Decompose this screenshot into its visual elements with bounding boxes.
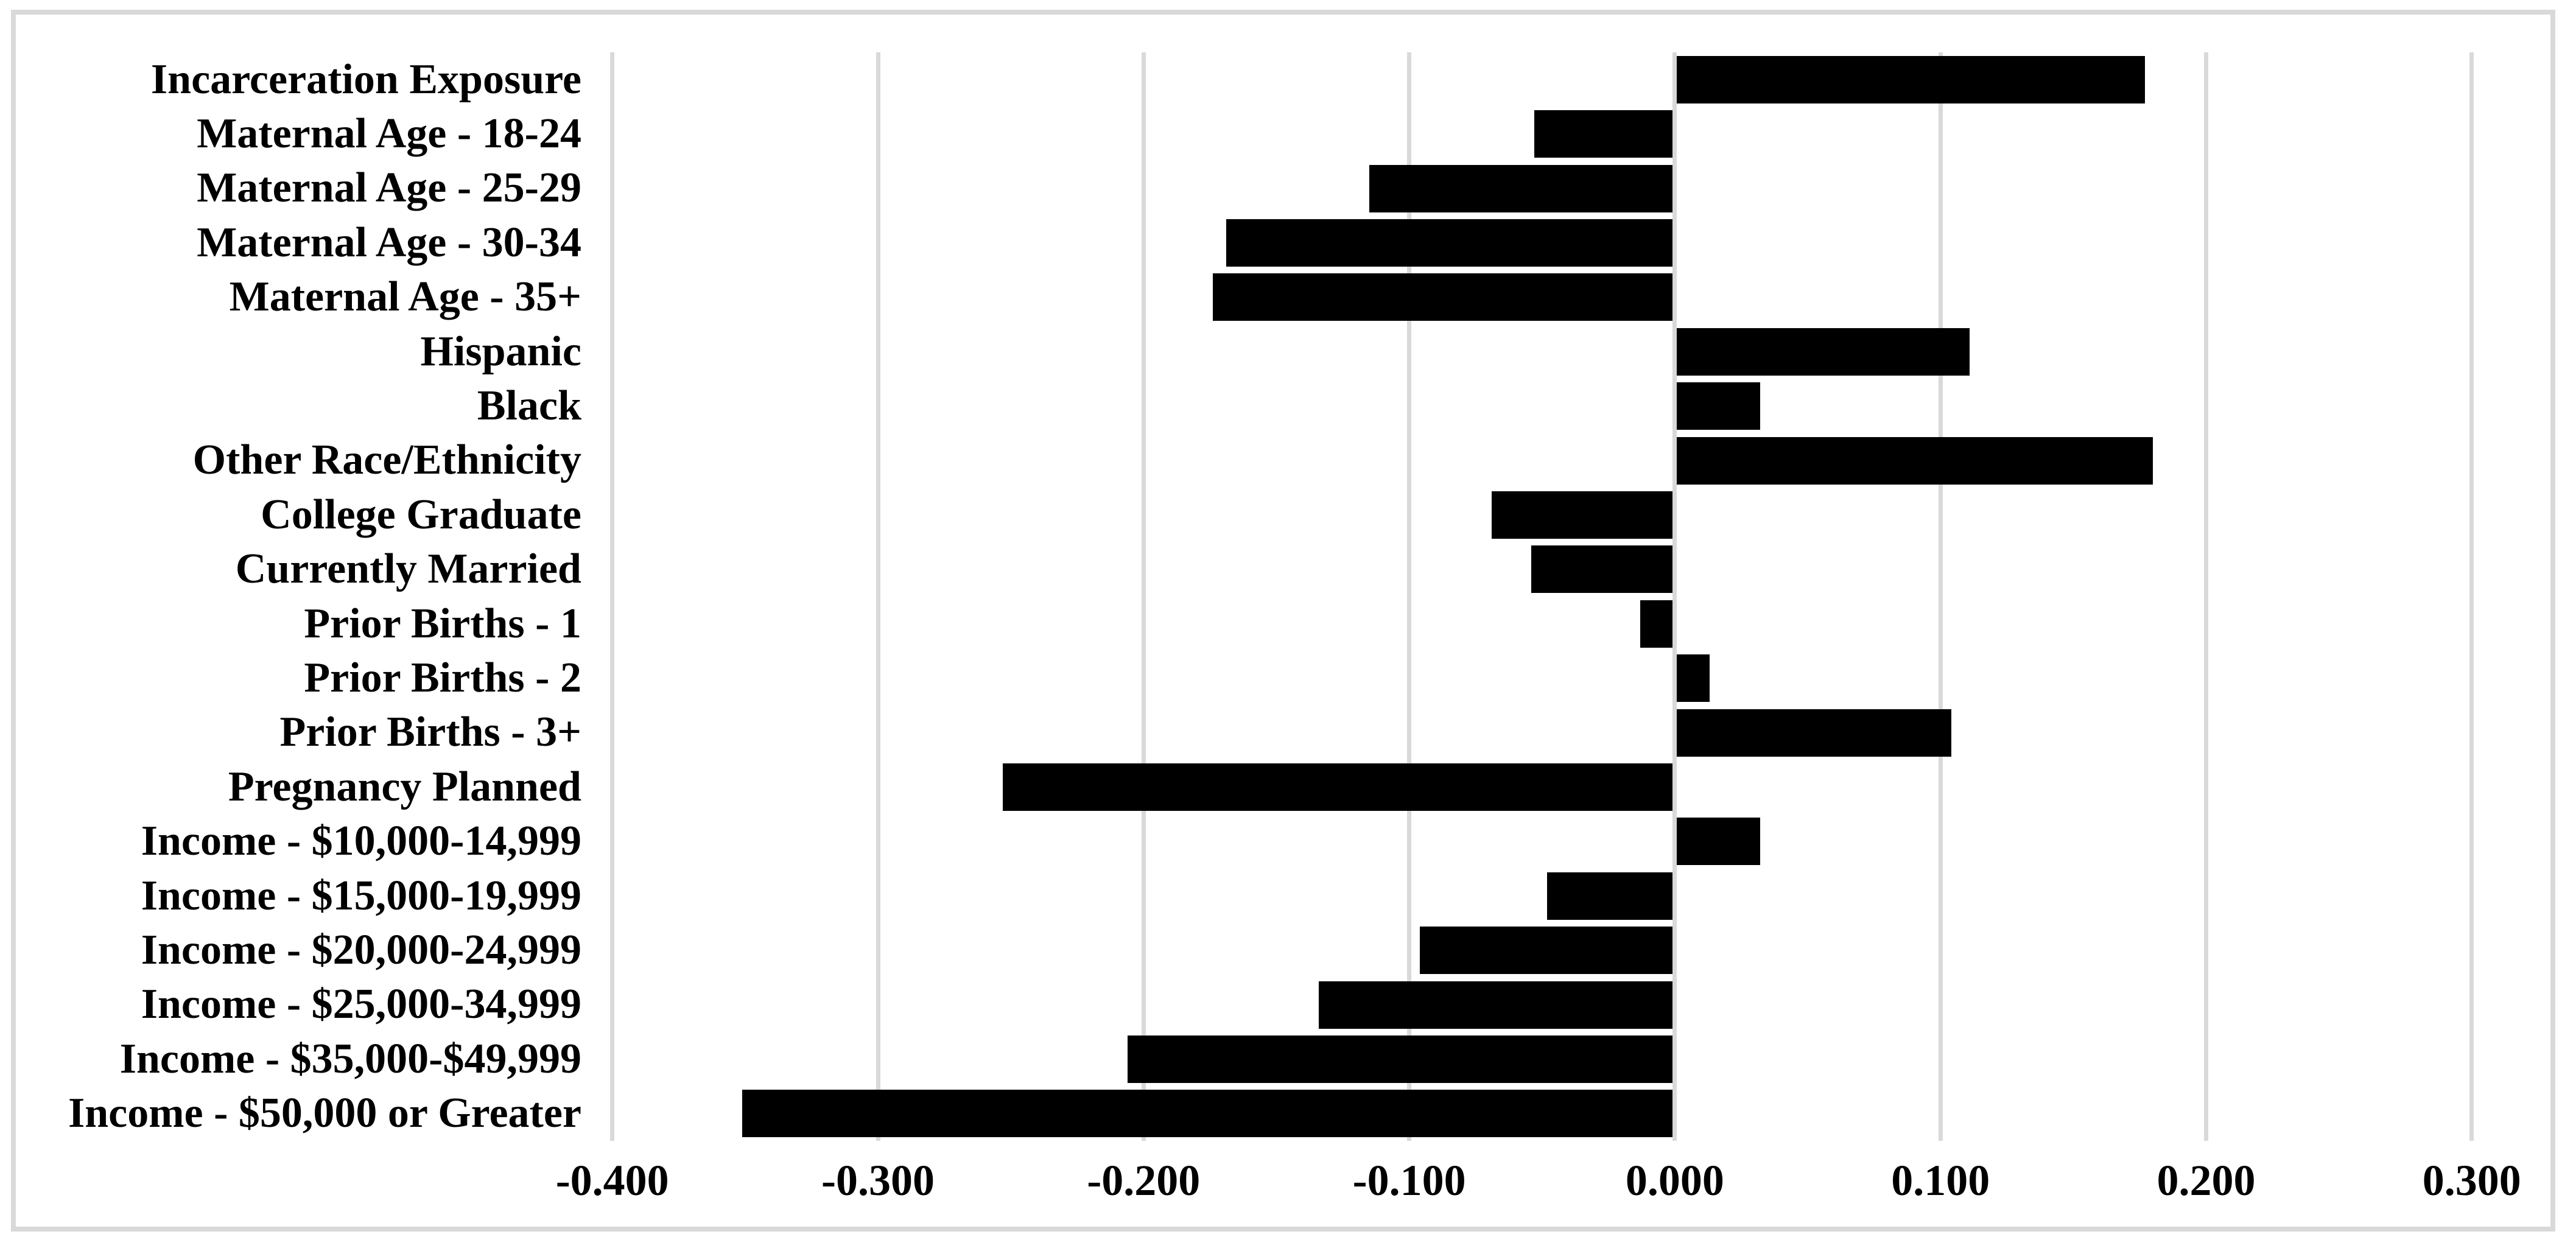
category-label: Income - $25,000-34,999 xyxy=(141,981,581,1028)
bar xyxy=(1547,872,1675,920)
category-label: Other Race/Ethnicity xyxy=(192,436,581,484)
gridline xyxy=(1141,52,1146,1141)
x-tick-label: 0.100 xyxy=(1891,1156,1990,1205)
bar xyxy=(1674,436,2153,485)
category-label: Prior Births - 1 xyxy=(304,600,581,647)
x-tick-label: 0.000 xyxy=(1625,1156,1724,1205)
x-tick-label: -0.200 xyxy=(1087,1156,1201,1205)
gridline xyxy=(876,52,880,1141)
x-tick-label: -0.400 xyxy=(555,1156,669,1205)
category-label: Prior Births - 2 xyxy=(304,654,581,702)
bar xyxy=(1491,491,1675,539)
bar xyxy=(1319,981,1675,1029)
category-label: Income - $50,000 or Greater xyxy=(68,1090,581,1137)
bar xyxy=(1674,55,2146,103)
bar xyxy=(1003,763,1675,811)
gridline xyxy=(610,52,615,1141)
gridline xyxy=(1407,52,1412,1141)
category-label: Currently Married xyxy=(235,545,581,593)
bar xyxy=(1531,545,1675,594)
bar xyxy=(1226,219,1675,267)
category-label: Maternal Age - 35+ xyxy=(229,273,581,321)
category-label: Income - $10,000-14,999 xyxy=(141,818,581,865)
zero-axis-line xyxy=(1672,52,1677,1141)
bar xyxy=(1674,709,1951,757)
category-label: Black xyxy=(477,382,581,430)
bar xyxy=(1640,600,1675,648)
category-label: Income - $35,000-$49,999 xyxy=(119,1035,581,1082)
category-label: Income - $20,000-24,999 xyxy=(141,927,581,974)
gridline xyxy=(2469,52,2474,1141)
bar xyxy=(1534,110,1675,158)
category-label: Income - $15,000-19,999 xyxy=(141,872,581,919)
category-label: Maternal Age - 30-34 xyxy=(197,219,581,266)
chart-frame xyxy=(11,10,2555,1232)
bar xyxy=(1212,273,1675,321)
x-tick-label: -0.300 xyxy=(821,1156,935,1205)
category-label: College Graduate xyxy=(261,491,581,538)
category-label: Hispanic xyxy=(420,328,581,375)
category-label: Incarceration Exposure xyxy=(150,55,581,103)
x-tick-label: -0.100 xyxy=(1352,1156,1466,1205)
bar xyxy=(1369,164,1675,212)
gridline xyxy=(1938,52,1943,1141)
category-label: Pregnancy Planned xyxy=(228,763,581,810)
gridline xyxy=(2204,52,2208,1141)
category-label: Maternal Age - 18-24 xyxy=(197,110,581,158)
bar xyxy=(742,1090,1675,1138)
category-label: Prior Births - 3+ xyxy=(279,709,581,756)
bar xyxy=(1674,382,1760,430)
bar xyxy=(1420,927,1675,975)
bar xyxy=(1128,1035,1675,1083)
x-tick-label: 0.300 xyxy=(2422,1156,2521,1205)
x-tick-label: 0.200 xyxy=(2157,1156,2256,1205)
bar xyxy=(1674,654,1710,703)
bar xyxy=(1674,818,1760,866)
category-label: Maternal Age - 25-29 xyxy=(197,164,581,212)
bar xyxy=(1674,328,1970,376)
